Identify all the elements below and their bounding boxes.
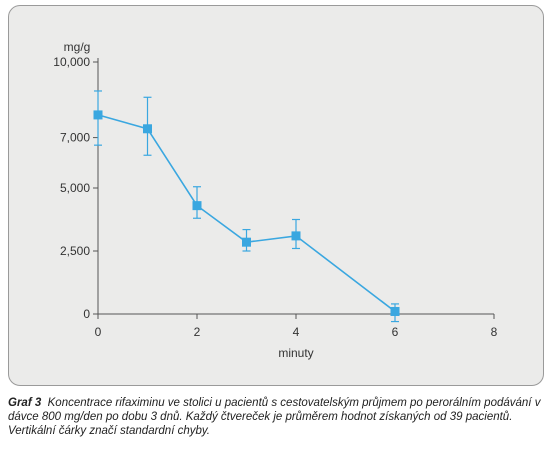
figure-caption: Graf 3 Koncentrace rifaximinu ve stolici…: [8, 396, 544, 438]
y-axis-label: mg/g: [64, 40, 91, 54]
caption-text: Koncentrace rifaximinu ve stolici u paci…: [8, 397, 541, 437]
y-tick-label: 0: [83, 307, 90, 321]
data-marks: [93, 90, 400, 323]
x-axis-label: minuty: [278, 346, 313, 360]
data-point: [192, 201, 202, 211]
y-tick-label: 7,000: [60, 131, 90, 145]
x-tick-label: 4: [293, 325, 300, 339]
concentration-chart: 0 2,500 5,000 7,000 10,000 0 2 4 6 8 mg/g minuty: [53, 40, 497, 360]
series-line: [97, 114, 396, 313]
data-point: [390, 306, 400, 316]
y-tick-label: 5,000: [60, 181, 90, 195]
x-tick-label: 2: [194, 325, 201, 339]
data-point: [143, 124, 152, 134]
axes: 0 2,500 5,000 7,000 10,000 0 2 4 6 8: [53, 55, 497, 339]
data-point: [242, 237, 251, 247]
x-tick-label: 8: [491, 325, 498, 339]
y-tick-label: 2,500: [60, 244, 90, 258]
chart-panel: [8, 5, 544, 386]
data-point: [291, 231, 301, 241]
x-tick-label: 0: [95, 325, 102, 339]
x-tick-label: 6: [392, 325, 399, 339]
data-point: [93, 110, 103, 120]
y-tick-label: 10,000: [53, 55, 90, 69]
caption-lead: Graf 3: [8, 397, 42, 409]
